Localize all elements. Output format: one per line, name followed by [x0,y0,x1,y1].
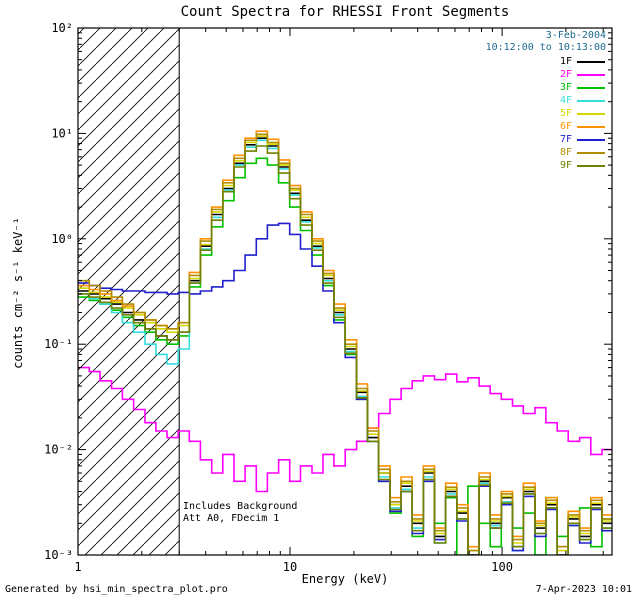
y-axis-label: counts cm⁻² s⁻¹ keV⁻¹ [11,217,25,369]
y-tick-label: 10² [51,21,73,35]
legend-item-2F: 2F [556,68,605,81]
y-tick-label: 10⁻¹ [44,337,73,351]
legend-label: 7F [559,134,572,145]
x-axis-label: Energy (keV) [301,572,389,586]
plot-frame [77,27,613,556]
legend-color-line [577,164,605,167]
obs-date: 3-Feb-2004 [545,30,606,41]
obs-time-range: 10:12:00 to 10:13:00 [485,42,606,53]
legend-label: 5F [559,108,572,119]
legend-label: 8F [559,147,572,158]
x-tick-label: 10 [283,560,297,574]
legend-label: 6F [559,121,572,132]
legend-item-3F: 3F [556,81,605,94]
legend-color-line [577,99,605,102]
legend-item-4F: 4F [556,94,605,107]
legend-color-line [577,112,605,115]
axis-ticks [77,27,612,556]
series-9F-line [78,145,612,555]
legend-color-line [577,60,605,63]
legend-item-7F: 7F [556,133,605,146]
legend-color-line [577,125,605,128]
legend-label: 4F [559,95,572,106]
background-note: Includes Background [183,501,298,512]
legend-label: 1F [559,56,572,67]
chart-title: Count Spectra for RHESSI Front Segments [180,4,510,20]
legend: 1F 2F 3F 4F 5F 6F 7F 8F 9F [556,55,605,172]
y-tick-label: 10¹ [51,126,73,140]
legend-label: 3F [559,82,572,93]
generated-by-text: Generated by hsi_min_spectra_plot.pro [5,584,228,595]
legend-item-6F: 6F [556,120,605,133]
y-tick-label: 10⁻³ [44,548,73,562]
legend-item-8F: 8F [556,146,605,159]
generation-timestamp: 7-Apr-2023 10:01 [535,584,632,595]
x-tick-label: 100 [491,560,513,574]
legend-label: 2F [559,69,572,80]
legend-color-line [577,138,605,141]
legend-color-line [577,151,605,154]
y-tick-label: 10⁻² [44,443,73,457]
legend-color-line [577,86,605,89]
legend-label: 9F [559,160,572,171]
legend-item-9F: 9F [556,159,605,172]
y-tick-label: 10⁰ [51,232,73,246]
legend-item-1F: 1F [556,55,605,68]
series-group [78,130,612,555]
legend-color-line [577,73,605,76]
series-2F-line [78,366,612,493]
attenuator-note: Att A0, FDecim 1 [183,513,280,524]
legend-item-5F: 5F [556,107,605,120]
x-tick-label: 1 [74,560,81,574]
